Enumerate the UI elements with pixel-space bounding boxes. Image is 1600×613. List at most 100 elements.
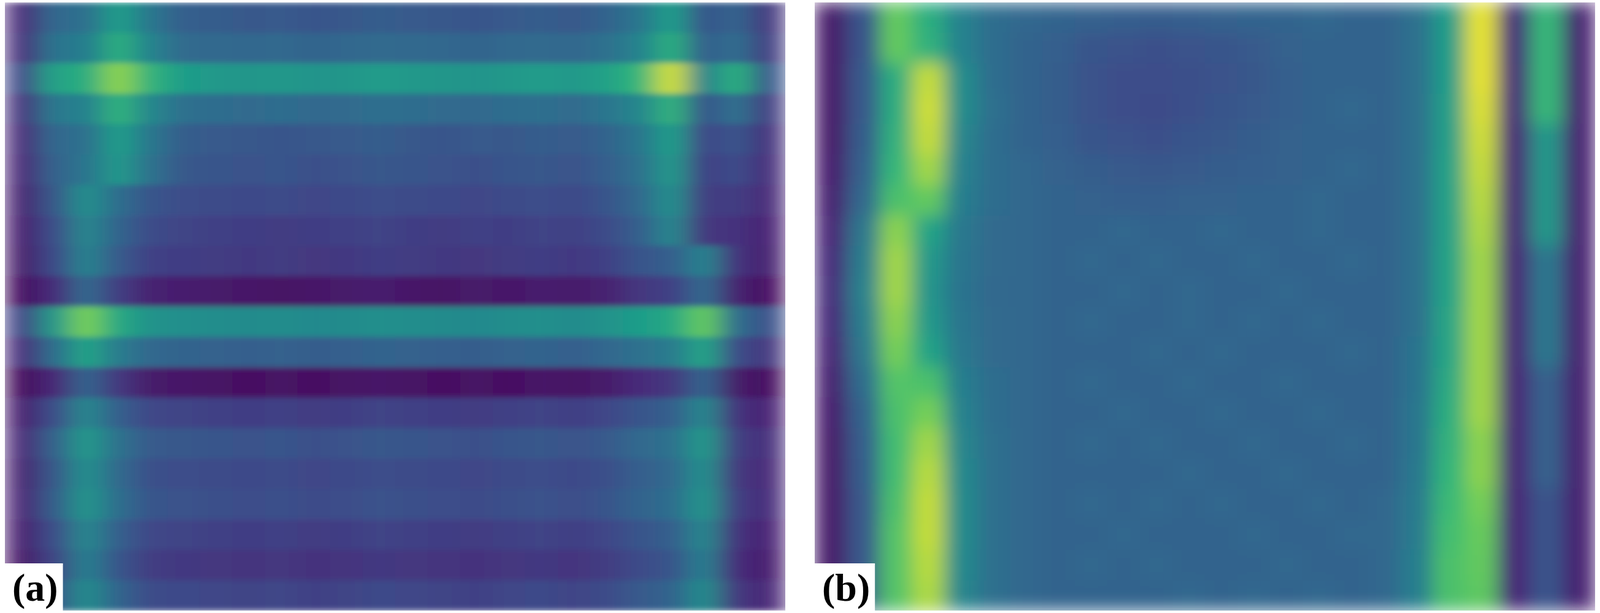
heatmap-cell bbox=[977, 2, 1011, 34]
heatmap-cell bbox=[687, 154, 721, 186]
heatmap-cell bbox=[362, 458, 396, 490]
heatmap-cell bbox=[1009, 2, 1043, 34]
heatmap-cell bbox=[687, 367, 721, 398]
heatmap-cell bbox=[297, 63, 331, 94]
heatmap-cell bbox=[752, 185, 786, 216]
heatmap-cell bbox=[427, 367, 461, 398]
heatmap-cell bbox=[362, 337, 396, 368]
heatmap-cell bbox=[199, 519, 233, 550]
heatmap-cell bbox=[460, 123, 494, 155]
heatmap-cell bbox=[264, 185, 298, 216]
heatmap-cell bbox=[1205, 33, 1239, 64]
heatmap-cell bbox=[4, 489, 39, 520]
heatmap-cell bbox=[1237, 63, 1271, 94]
heatmap-cell bbox=[4, 2, 39, 34]
heatmap-cell bbox=[1172, 2, 1206, 34]
heatmap-cell bbox=[492, 123, 526, 155]
heatmap-cell bbox=[1074, 579, 1108, 611]
heatmap-cell bbox=[395, 458, 429, 490]
heatmap-cell bbox=[492, 519, 526, 550]
heatmap-cell bbox=[460, 397, 494, 429]
heatmap-cell bbox=[1400, 367, 1434, 398]
heatmap-cell bbox=[590, 275, 624, 307]
heatmap-cell bbox=[977, 154, 1011, 186]
heatmap-cell bbox=[655, 337, 689, 368]
heatmap-cell bbox=[944, 123, 978, 155]
heatmap-cell bbox=[1367, 579, 1401, 611]
heatmap-cell bbox=[944, 337, 978, 368]
heatmap-cell bbox=[752, 489, 786, 520]
heatmap-cell bbox=[590, 337, 624, 368]
heatmap-cell bbox=[1400, 397, 1434, 429]
heatmap-cell bbox=[814, 427, 848, 459]
heatmap-cell bbox=[460, 245, 494, 277]
heatmap-cell bbox=[1172, 33, 1206, 64]
heatmap-cell bbox=[1432, 2, 1466, 34]
heatmap-cell bbox=[720, 245, 754, 277]
heatmap-cell bbox=[814, 185, 848, 216]
heatmap-cell bbox=[525, 154, 559, 186]
heatmap-cell bbox=[1530, 306, 1564, 338]
heatmap-cell bbox=[655, 367, 689, 398]
heatmap-cell bbox=[69, 33, 103, 64]
heatmap-cell bbox=[1009, 427, 1043, 459]
heatmap-cell bbox=[167, 245, 201, 277]
heatmap-cell bbox=[912, 33, 946, 64]
heatmap-cell bbox=[167, 579, 201, 611]
heatmap-cell bbox=[69, 458, 103, 490]
heatmap-cell bbox=[232, 63, 266, 94]
heatmap-cell bbox=[1465, 2, 1499, 34]
heatmap-cell bbox=[232, 489, 266, 520]
heatmap-cell bbox=[362, 519, 396, 550]
heatmap-cell bbox=[879, 519, 913, 550]
heatmap-cell bbox=[1074, 427, 1108, 459]
heatmap-cell bbox=[814, 458, 848, 490]
heatmap-cell bbox=[525, 337, 559, 368]
heatmap-cell bbox=[720, 275, 754, 307]
heatmap-cell bbox=[590, 397, 624, 429]
heatmap-cell bbox=[167, 427, 201, 459]
heatmap-cell bbox=[329, 337, 363, 368]
heatmap-cell bbox=[1172, 489, 1206, 520]
heatmap-cell bbox=[4, 519, 39, 550]
heatmap-cell bbox=[1172, 458, 1206, 490]
heatmap-cell bbox=[1074, 397, 1108, 429]
heatmap-cell bbox=[297, 123, 331, 155]
heatmap-cell bbox=[1432, 579, 1466, 611]
heatmap-cell bbox=[1335, 427, 1369, 459]
heatmap-cell bbox=[1432, 275, 1466, 307]
heatmap-cell bbox=[1562, 185, 1596, 216]
heatmap-cell bbox=[687, 519, 721, 550]
heatmap-cell bbox=[134, 489, 168, 520]
heatmap-cell bbox=[1497, 63, 1531, 94]
heatmap-cell bbox=[912, 397, 946, 429]
heatmap-cell bbox=[297, 579, 331, 611]
heatmap-cell bbox=[167, 306, 201, 338]
heatmap-cell bbox=[1270, 2, 1304, 34]
figure: (a)(b) bbox=[0, 0, 1600, 613]
heatmap-cell bbox=[1270, 275, 1304, 307]
heatmap-cell bbox=[720, 33, 754, 64]
heatmap-cell bbox=[1009, 245, 1043, 277]
heatmap-cell bbox=[1139, 458, 1173, 490]
heatmap-cell bbox=[1465, 367, 1499, 398]
heatmap-cell bbox=[622, 549, 656, 581]
heatmap-cell bbox=[1530, 185, 1564, 216]
heatmap-cell bbox=[525, 367, 559, 398]
heatmap-cell bbox=[1400, 123, 1434, 155]
heatmap-cell bbox=[622, 215, 656, 246]
heatmap-cell bbox=[1107, 337, 1141, 368]
heatmap-cell bbox=[977, 427, 1011, 459]
heatmap-cell bbox=[944, 245, 978, 277]
heatmap-cell bbox=[134, 519, 168, 550]
heatmap-cell bbox=[134, 185, 168, 216]
heatmap-cell bbox=[590, 427, 624, 459]
heatmap-cell bbox=[1530, 154, 1564, 186]
heatmap-cell bbox=[1042, 458, 1076, 490]
heatmap-cell bbox=[4, 185, 39, 216]
heatmap-cell bbox=[752, 93, 786, 125]
heatmap-cell bbox=[847, 519, 881, 550]
heatmap-cell bbox=[1367, 2, 1401, 34]
heatmap-cell bbox=[1302, 579, 1336, 611]
heatmap-cell bbox=[395, 215, 429, 246]
